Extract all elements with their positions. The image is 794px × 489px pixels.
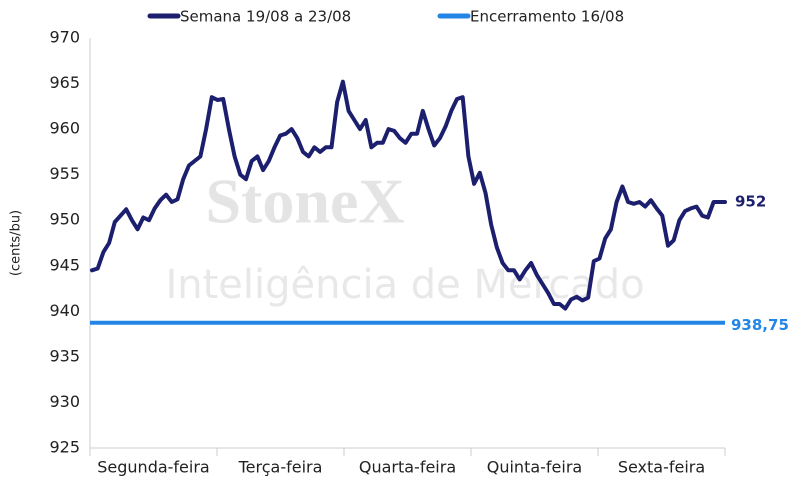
line-series <box>90 79 727 311</box>
watermark: StoneX <box>205 166 404 237</box>
end-label: 952 <box>735 193 766 211</box>
y-axis-label: (cents/bu) <box>9 210 24 276</box>
x-tick-label: Quarta-feira <box>359 458 456 477</box>
legend-label: Encerramento 16/08 <box>470 8 624 26</box>
x-tick-label: Terça-feira <box>238 458 323 477</box>
watermark: Inteligência de Mercado <box>165 262 644 308</box>
y-tick-label: 945 <box>49 255 80 274</box>
y-tick-label: 970 <box>49 28 80 47</box>
y-tick-label: 960 <box>49 119 80 138</box>
y-tick-label: 955 <box>49 164 80 183</box>
x-tick-label: Quinta-feira <box>487 458 582 477</box>
y-tick-label: 965 <box>49 73 80 92</box>
x-tick-label: Segunda-feira <box>97 458 209 477</box>
legend-label: Semana 19/08 a 23/08 <box>180 8 351 26</box>
value-label: 938,75 <box>731 316 789 334</box>
y-tick-label: 935 <box>49 346 80 365</box>
y-tick-label: 930 <box>49 392 80 411</box>
y-tick-label: 950 <box>49 210 80 229</box>
y-tick-label: 940 <box>49 301 80 320</box>
x-tick-label: Sexta-feira <box>618 458 705 477</box>
y-tick-label: 925 <box>49 438 80 457</box>
